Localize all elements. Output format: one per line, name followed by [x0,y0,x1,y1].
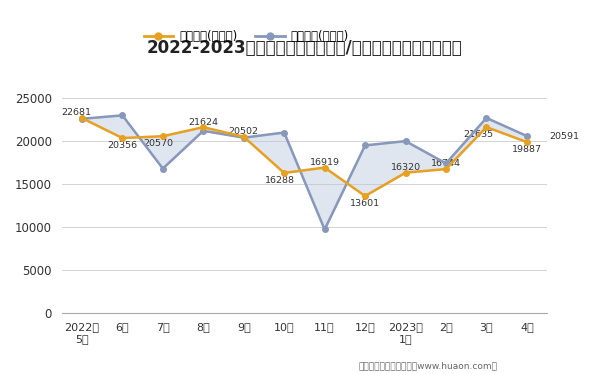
Text: 16919: 16919 [309,158,340,167]
Text: 21635: 21635 [463,130,494,139]
Text: 16320: 16320 [390,163,421,172]
Text: 16744: 16744 [431,159,461,168]
Text: 20356: 20356 [108,141,137,150]
Text: 制图：华经产业研究院（www.huaon.com）: 制图：华经产业研究院（www.huaon.com） [358,361,497,370]
Text: 20591: 20591 [549,132,579,141]
Title: 2022-2023年包头市（境内目的地/货源地）进、出口额统计: 2022-2023年包头市（境内目的地/货源地）进、出口额统计 [147,39,462,57]
Text: 19887: 19887 [512,145,542,154]
Text: 20502: 20502 [229,127,259,136]
Text: 20570: 20570 [144,140,174,148]
Text: 16288: 16288 [265,176,295,185]
Text: 13601: 13601 [350,199,380,208]
Text: 21624: 21624 [188,117,218,126]
Legend: 出口总额(万美元), 进口总额(万美元): 出口总额(万美元), 进口总额(万美元) [139,25,353,48]
Text: 22681: 22681 [61,108,91,117]
